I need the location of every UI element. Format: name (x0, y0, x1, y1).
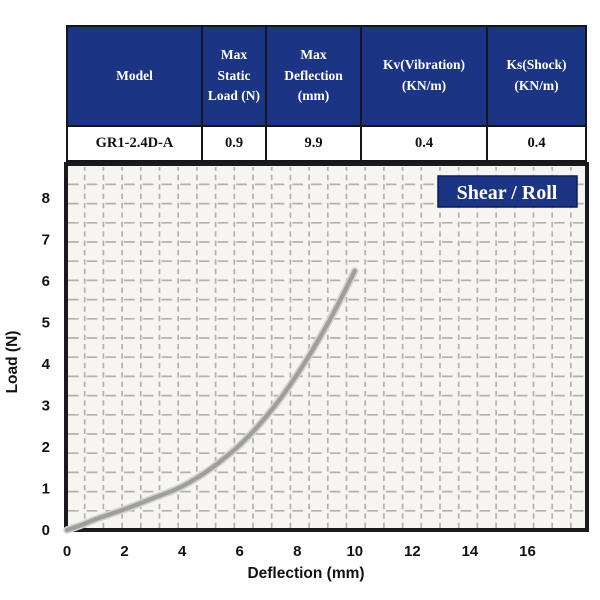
y-tick-labels: 0 1 2 3 4 5 6 7 8 (42, 190, 51, 539)
cell-ks-shock: 0.4 (486, 125, 587, 162)
spec-table: Model Max Static Load (N) Max Deflection… (66, 25, 587, 162)
x-tick-2: 2 (120, 543, 128, 560)
x-tick-12: 12 (404, 543, 421, 560)
header-kv-vibration: Kv(Vibration) (KN/m) (360, 25, 488, 127)
y-tick-3: 3 (42, 398, 50, 415)
plot-border (64, 162, 589, 532)
cell-kv-vibration: 0.4 (360, 125, 488, 162)
y-tick-0: 0 (42, 522, 50, 539)
spec-table-header-row: Model Max Static Load (N) Max Deflection… (66, 25, 587, 127)
cell-max-deflection: 9.9 (265, 125, 362, 162)
header-model: Model (66, 25, 203, 127)
legend-label: Shear / Roll (457, 182, 558, 204)
y-axis-title: Load (N) (4, 331, 21, 394)
plot-area (66, 164, 587, 530)
y-tick-2: 2 (42, 439, 50, 456)
header-max-deflection: Max Deflection (mm) (265, 25, 362, 127)
x-tick-8: 8 (293, 543, 301, 560)
y-tick-8: 8 (42, 190, 50, 207)
spec-table-data-row: GR1-2.4D-A 0.9 9.9 0.4 0.4 (66, 125, 587, 162)
y-tick-1: 1 (42, 481, 50, 498)
header-max-static-load: Max Static Load (N) (201, 25, 267, 127)
x-axis-title: Deflection (mm) (247, 565, 364, 582)
x-tick-0: 0 (63, 543, 71, 560)
x-tick-10: 10 (346, 543, 363, 560)
x-tick-16: 16 (519, 543, 536, 560)
x-tick-labels: 0 2 4 6 8 10 12 14 16 (63, 543, 536, 560)
y-tick-5: 5 (42, 315, 50, 332)
header-ks-shock: Ks(Shock) (KN/m) (486, 25, 587, 127)
load-deflection-curve (64, 268, 357, 533)
x-tick-6: 6 (236, 543, 244, 560)
x-tick-4: 4 (178, 543, 187, 560)
cell-max-static-load: 0.9 (201, 125, 267, 162)
y-tick-4: 4 (42, 356, 51, 373)
legend-box (437, 175, 578, 208)
y-tick-6: 6 (42, 273, 50, 290)
cell-model: GR1-2.4D-A (66, 125, 203, 162)
x-tick-14: 14 (462, 543, 479, 560)
y-tick-7: 7 (42, 232, 50, 249)
